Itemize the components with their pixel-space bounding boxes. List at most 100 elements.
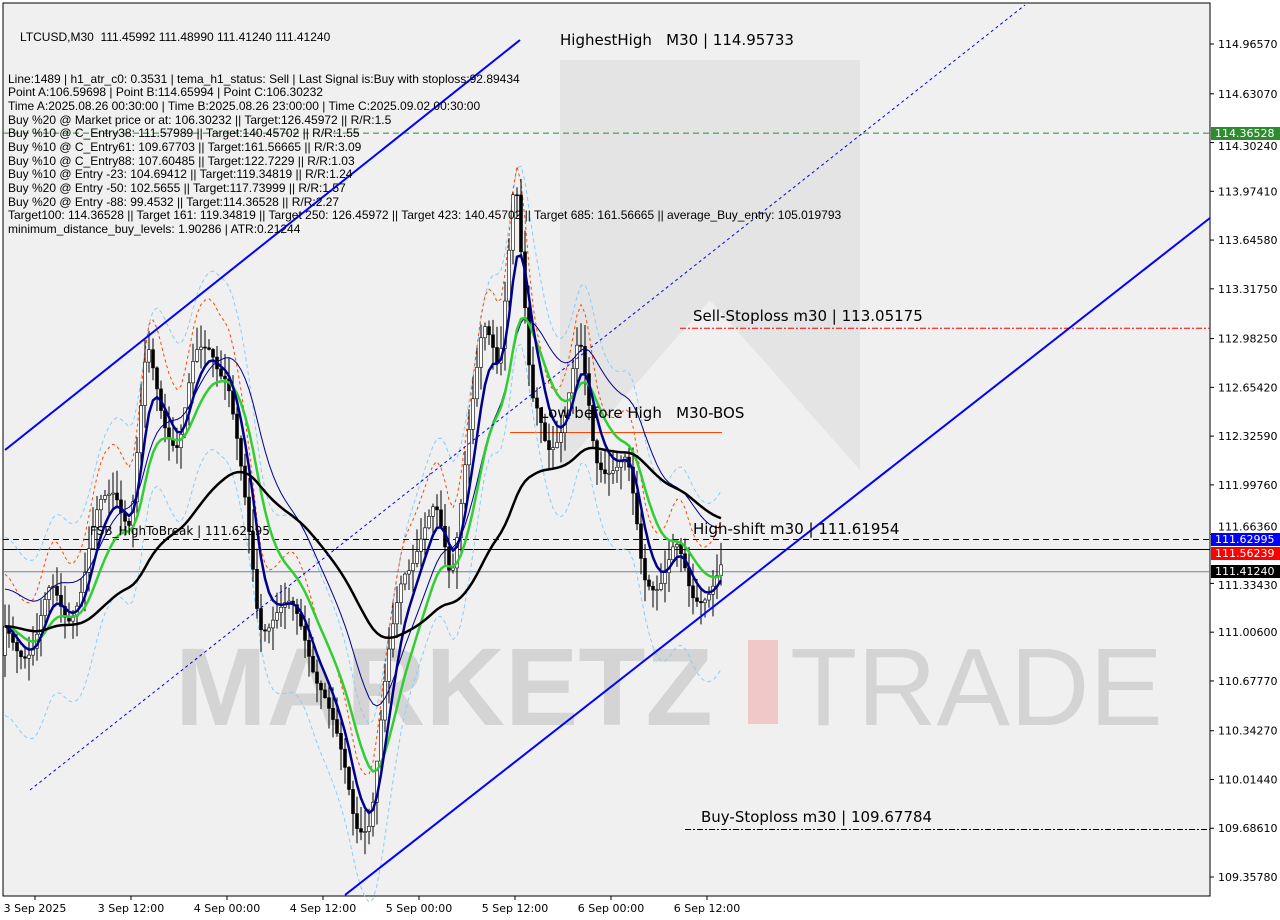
info-line: minimum_distance_buy_levels: 1.90286 | A… xyxy=(8,222,301,237)
info-line: Buy %10 @ C_Entry38: 111.57989 || Target… xyxy=(8,126,360,141)
candle-body xyxy=(399,583,403,603)
y-tick-label: 112.32590 xyxy=(1218,430,1278,443)
candle-body xyxy=(15,642,19,652)
candle-body xyxy=(155,367,159,390)
fsb-high-label: FSB_HighToBreak | 111.62995 xyxy=(90,524,270,538)
candle-body xyxy=(87,548,91,573)
ma-slow-line xyxy=(4,446,722,640)
watermark-logo xyxy=(560,60,860,470)
candle-body xyxy=(427,516,431,529)
candle-body xyxy=(307,640,311,657)
candle-body xyxy=(467,429,471,466)
x-tick-label: 4 Sep 00:00 xyxy=(194,902,260,915)
candle-body xyxy=(595,440,599,464)
info-line: Buy %10 @ C_Entry88: 107.60485 || Target… xyxy=(8,153,355,168)
candle-body xyxy=(151,349,155,369)
candle-body xyxy=(311,656,315,673)
candle-body xyxy=(331,708,335,720)
candle-body xyxy=(319,682,323,691)
candle-body xyxy=(655,589,659,591)
channel-upper-line xyxy=(4,39,521,451)
candle-body xyxy=(619,461,623,468)
candle-body xyxy=(423,527,427,540)
candle-body xyxy=(691,585,695,599)
ma-fast-line xyxy=(4,253,723,815)
candle-body xyxy=(475,367,479,400)
y-tick-label: 110.67770 xyxy=(1218,675,1278,688)
y-tick-label: 113.64580 xyxy=(1218,234,1278,247)
candle-body xyxy=(531,364,535,399)
candle-body xyxy=(519,194,523,253)
candle-body xyxy=(703,599,707,604)
candle-body xyxy=(479,337,483,368)
candle-body xyxy=(463,464,467,504)
candle-body xyxy=(455,537,459,569)
candle-body xyxy=(603,469,607,474)
candle-body xyxy=(203,346,207,349)
candle-body xyxy=(175,445,179,448)
y-tick-label: 109.35780 xyxy=(1218,871,1278,884)
candle-body xyxy=(351,789,355,814)
y-tick-label: 112.65420 xyxy=(1218,381,1278,394)
candle-body xyxy=(695,597,699,602)
x-tick-label: 6 Sep 00:00 xyxy=(578,902,644,915)
info-line: Time A:2025.08.26 00:30:00 | Time B:2025… xyxy=(8,98,481,113)
chart-title: LTCUSD,M30 111.45992 111.48990 111.41240… xyxy=(20,30,331,45)
candle-body xyxy=(315,671,319,684)
candle-body xyxy=(259,608,263,631)
candle-body xyxy=(671,546,675,560)
candle-body xyxy=(147,349,151,363)
candle-body xyxy=(699,601,703,604)
buy-stoploss-label: Buy-Stoploss m30 | 109.67784 xyxy=(701,808,933,826)
candle-body xyxy=(419,538,423,552)
candle-body xyxy=(367,826,371,832)
candle-body xyxy=(235,413,239,439)
candle-body xyxy=(403,573,407,585)
candle-body xyxy=(491,334,495,348)
info-line: Point A:106.59698 | Point B:114.65994 | … xyxy=(8,85,323,100)
candle-body xyxy=(223,375,227,380)
sell-stoploss-label: Sell-Stoploss m30 | 113.05175 xyxy=(693,307,923,325)
candle-body xyxy=(191,361,195,384)
candle-body xyxy=(551,447,555,451)
candle-body xyxy=(639,523,643,559)
candle-body xyxy=(387,648,391,682)
candle-body xyxy=(187,382,191,409)
candle-body xyxy=(559,432,563,443)
price-tag: 111.41240 xyxy=(1211,565,1280,579)
candle-body xyxy=(251,531,255,570)
candle-body xyxy=(579,344,583,347)
candle-body xyxy=(535,397,539,409)
candle-body xyxy=(267,627,271,632)
x-tick-label: 5 Sep 12:00 xyxy=(482,902,548,915)
price-tag: 114.36528 xyxy=(1211,126,1280,140)
y-tick-label: 112.98250 xyxy=(1218,333,1278,346)
candle-body xyxy=(511,194,515,251)
price-tag: 111.56239 xyxy=(1211,546,1280,560)
candle-body xyxy=(59,595,63,607)
candle-body xyxy=(275,612,279,621)
candle-body xyxy=(127,520,131,526)
candle-body xyxy=(143,361,147,406)
candle-body xyxy=(707,594,711,601)
y-tick-label: 114.96570 xyxy=(1218,38,1278,51)
highest-high-label: HighestHigh M30 | 114.95733 xyxy=(560,31,794,49)
candle-body xyxy=(599,462,603,471)
candle-body xyxy=(111,492,115,495)
candle-body xyxy=(615,466,619,472)
candle-body xyxy=(247,496,251,532)
candle-body xyxy=(343,748,347,768)
candle-body xyxy=(323,689,327,699)
high-shift-label: High-shift m30 | 111.61954 xyxy=(693,520,900,538)
y-tick-label: 113.31750 xyxy=(1218,283,1278,296)
candle-body xyxy=(663,572,667,584)
price-tag: 111.62995 xyxy=(1211,532,1280,546)
candle-body xyxy=(271,619,275,629)
candle-body xyxy=(431,506,435,517)
y-tick-label: 110.01440 xyxy=(1218,773,1278,786)
y-tick-label: 110.34270 xyxy=(1218,725,1278,738)
candle-body xyxy=(435,506,439,511)
candle-body xyxy=(363,831,367,833)
info-line: Buy %10 @ Entry -23: 104.69412 || Target… xyxy=(8,167,353,182)
